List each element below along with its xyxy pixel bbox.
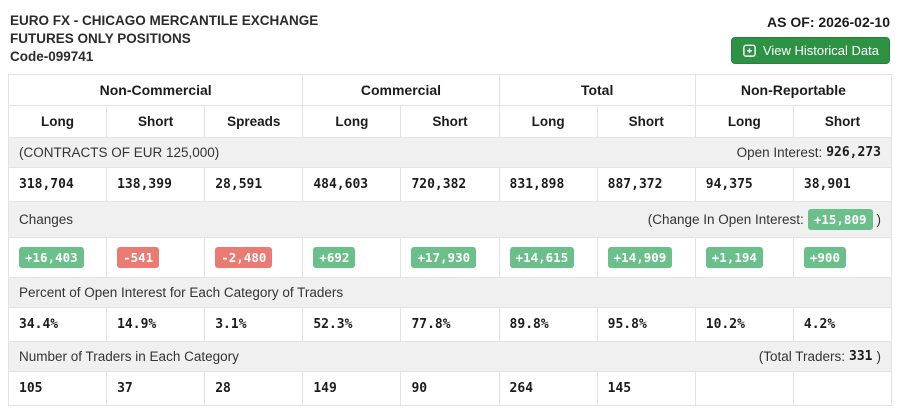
change-badge: -541: [117, 247, 160, 268]
position-cell: 94,375: [694, 167, 794, 202]
changes-band-row: Changes (Change In Open Interest: +15,80…: [8, 201, 892, 238]
changes-label: Changes: [19, 212, 74, 227]
traders-cell: [792, 371, 893, 406]
group-header-non-reportable: Non-Reportable: [694, 74, 893, 106]
change-badge: -2,480: [215, 247, 273, 268]
report-title-line2: FUTURES ONLY POSITIONS: [10, 31, 191, 46]
percent-cell: 77.8%: [400, 307, 500, 342]
change-in-oi-suffix: ): [876, 212, 882, 227]
calendar-plus-icon: [742, 43, 757, 58]
report-header-right: AS OF: 2026-02-10 View Historical Data: [730, 12, 890, 64]
change-badge: +17,930: [411, 247, 477, 268]
position-cell: 138,399: [106, 167, 206, 202]
report-header: EURO FX - CHICAGO MERCANTILE EXCHANGE FU…: [8, 8, 892, 68]
percent-cell: 34.4%: [7, 307, 108, 342]
percent-cell: 89.8%: [498, 307, 598, 342]
traders-cell: 105: [7, 371, 108, 406]
traders-cell: 90: [400, 371, 500, 406]
group-header-commercial: Commercial: [302, 74, 500, 106]
col-header-nc-spreads: Spreads: [204, 105, 304, 138]
traders-cell: 149: [302, 371, 402, 406]
percent-label: Percent of Open Interest for Each Catego…: [19, 285, 344, 300]
col-header-nr-long: Long: [694, 105, 794, 138]
position-cell: 887,372: [596, 167, 696, 202]
col-header-c-long: Long: [302, 105, 402, 138]
traders-cell: 37: [106, 371, 206, 406]
change-badge: +1,194: [705, 247, 763, 268]
total-traders-suffix: ): [876, 349, 882, 364]
report-code: Code-099741: [10, 49, 94, 64]
change-badge: +14,615: [509, 247, 575, 268]
open-interest-label: Open Interest:: [736, 145, 823, 160]
change-in-oi-badge: +15,809: [807, 209, 873, 230]
total-traders-value: 331: [849, 349, 873, 364]
changes-row: +16,403 -541 -2,480 +692 +17,930 +14,615…: [7, 237, 893, 278]
as-of-date: AS OF: 2026-02-10: [767, 14, 890, 30]
traders-cell: 28: [204, 371, 304, 406]
position-cell: 484,603: [302, 167, 402, 202]
cot-table: Non-Commercial Commercial Total Non-Repo…: [7, 74, 893, 406]
position-cell: 831,898: [498, 167, 598, 202]
report-title-line1: EURO FX - CHICAGO MERCANTILE EXCHANGE: [10, 13, 319, 28]
percent-cell: 4.2%: [792, 307, 893, 342]
group-header-total: Total: [498, 74, 696, 106]
percent-cell: 95.8%: [596, 307, 696, 342]
col-header-nc-long: Long: [7, 105, 108, 138]
view-historical-data-label: View Historical Data: [762, 43, 879, 58]
traders-band-row: Number of Traders in Each Category (Tota…: [8, 341, 892, 372]
col-header-nc-short: Short: [106, 105, 206, 138]
open-interest-band-row: (CONTRACTS OF EUR 125,000) Open Interest…: [8, 137, 892, 168]
col-header-c-short: Short: [400, 105, 500, 138]
traders-label: Number of Traders in Each Category: [19, 349, 239, 364]
col-header-t-short: Short: [596, 105, 696, 138]
change-badge: +900: [803, 247, 846, 268]
position-cell: 28,591: [204, 167, 304, 202]
traders-row: 105 37 28 149 90 264 145: [7, 371, 893, 406]
group-header-row: Non-Commercial Commercial Total Non-Repo…: [7, 74, 893, 106]
change-badge: +16,403: [19, 247, 84, 268]
percent-cell: 10.2%: [694, 307, 794, 342]
percents-row: 34.4% 14.9% 3.1% 52.3% 77.8% 89.8% 95.8%…: [7, 307, 893, 342]
percent-cell: 14.9%: [106, 307, 206, 342]
group-header-non-commercial: Non-Commercial: [7, 74, 304, 106]
col-header-nr-short: Short: [792, 105, 893, 138]
change-in-oi-prefix: (Change In Open Interest:: [647, 212, 804, 227]
open-interest-value: 926,273: [826, 145, 881, 160]
change-badge: +14,909: [607, 247, 673, 268]
change-badge: +692: [313, 247, 356, 268]
position-cell: 318,704: [7, 167, 108, 202]
positions-row: 318,704 138,399 28,591 484,603 720,382 8…: [7, 167, 893, 202]
total-traders-prefix: (Total Traders:: [758, 349, 846, 364]
traders-cell: 264: [498, 371, 598, 406]
percent-cell: 52.3%: [302, 307, 402, 342]
position-cell: 720,382: [400, 167, 500, 202]
traders-cell: 145: [596, 371, 696, 406]
percent-band-row: Percent of Open Interest for Each Catego…: [8, 277, 892, 308]
contracts-note: (CONTRACTS OF EUR 125,000): [19, 145, 220, 160]
position-cell: 38,901: [792, 167, 893, 202]
percent-cell: 3.1%: [204, 307, 304, 342]
traders-cell: [694, 371, 794, 406]
col-header-t-long: Long: [498, 105, 598, 138]
report-title-block: EURO FX - CHICAGO MERCANTILE EXCHANGE FU…: [10, 12, 318, 66]
column-header-row: Long Short Spreads Long Short Long Short…: [7, 105, 893, 138]
view-historical-data-button[interactable]: View Historical Data: [730, 37, 890, 64]
